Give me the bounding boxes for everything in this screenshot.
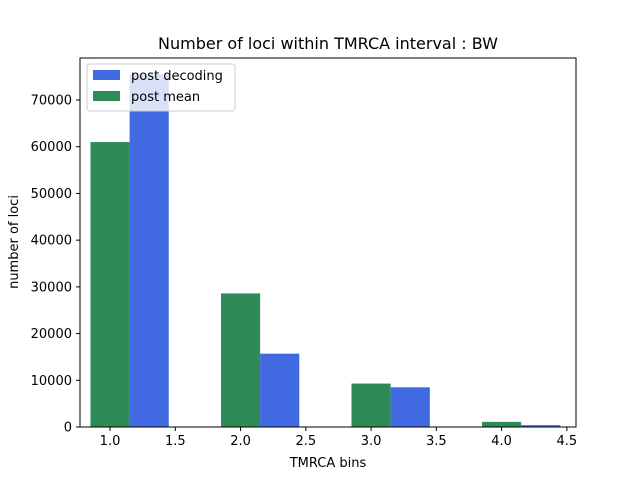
legend-box xyxy=(86,63,236,112)
x-tick-label-6: 4.0 xyxy=(491,434,512,449)
legend-label-post-mean: post mean xyxy=(131,90,200,105)
y-tick-label-7: 70000 xyxy=(31,94,72,109)
x-axis-label: TMRCA bins xyxy=(289,456,367,471)
x-tick-label-7: 4.5 xyxy=(557,434,578,449)
y-tick-label-5: 50000 xyxy=(31,187,72,202)
legend-swatch-post-decoding xyxy=(93,70,120,80)
x-tick-label-3: 2.5 xyxy=(295,434,316,449)
bar-post-decoding-3 xyxy=(521,425,561,427)
legend: post decoding post mean xyxy=(86,63,236,112)
bar-post-mean-0 xyxy=(90,142,130,428)
bar-post-mean-3 xyxy=(482,421,522,427)
x-tick-label-5: 3.5 xyxy=(426,434,447,449)
y-tick-label-1: 10000 xyxy=(31,374,72,389)
bar-post-decoding-1 xyxy=(260,353,300,427)
chart-title: Number of loci within TMRCA interval : B… xyxy=(158,34,498,53)
y-axis-ticks: 0 10000 20000 30000 40000 50000 60000 70000 xyxy=(31,94,80,436)
x-tick-label-4: 3.0 xyxy=(361,434,382,449)
plot-frame xyxy=(79,57,577,428)
y-tick-label-4: 40000 xyxy=(31,234,72,249)
y-axis-label: number of loci xyxy=(7,195,22,289)
legend-label-post-decoding: post decoding xyxy=(131,69,223,84)
x-tick-label-1: 1.5 xyxy=(165,434,186,449)
y-tick-label-2: 20000 xyxy=(31,327,72,342)
y-tick-label-3: 30000 xyxy=(31,280,72,295)
bar-post-decoding-0 xyxy=(129,74,169,428)
bar-post-mean-1 xyxy=(220,293,261,427)
x-axis-ticks: 1.0 1.5 2.0 2.5 3.0 3.5 4.0 4.5 xyxy=(100,427,578,449)
y-tick-label-0: 0 xyxy=(64,421,72,436)
x-tick-label-2: 2.0 xyxy=(230,434,251,449)
y-tick-label-6: 60000 xyxy=(31,140,72,155)
x-tick-label-0: 1.0 xyxy=(100,434,121,449)
bar-post-decoding-2 xyxy=(390,387,430,427)
legend-swatch-post-mean xyxy=(93,91,120,101)
bar-post-mean-2 xyxy=(351,383,391,427)
bars-layer xyxy=(90,74,561,428)
